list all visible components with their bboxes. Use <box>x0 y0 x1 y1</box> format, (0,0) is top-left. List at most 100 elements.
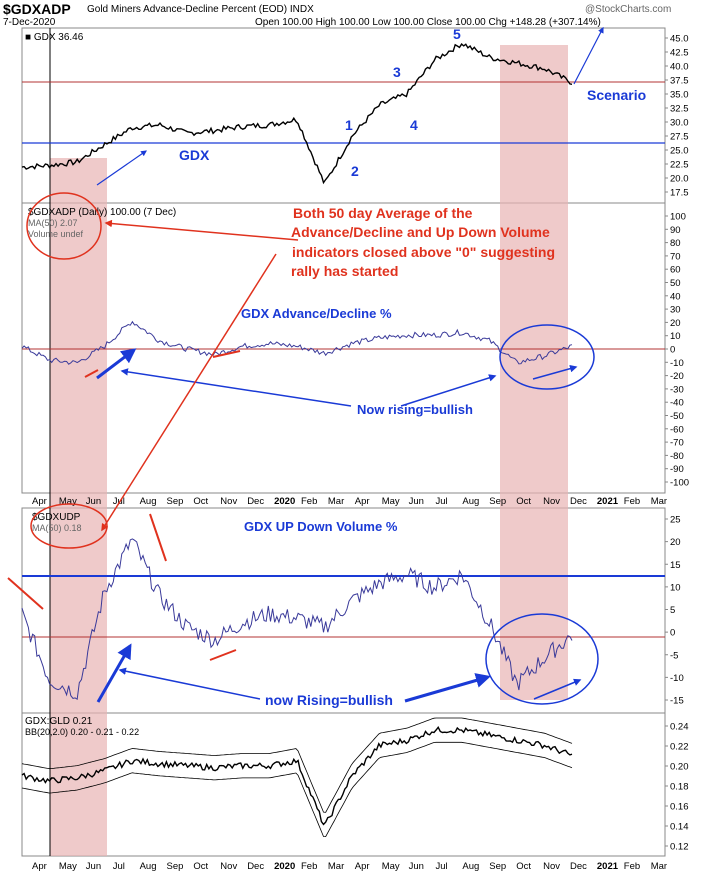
x-axis-label: Mar <box>651 861 667 872</box>
x-axis-label: Nov <box>543 861 560 872</box>
x-axis-label: Aug <box>140 861 157 872</box>
gdx-tick-label: 40.0 <box>670 62 689 73</box>
adv-tick-label: 20 <box>670 318 681 329</box>
bollinger-upper-band <box>21 717 573 813</box>
gdx-tick-label: 32.5 <box>670 104 689 115</box>
x-axis-label: Sep <box>489 496 506 507</box>
note-line-2: Advance/Decline and Up Down Volume <box>291 224 550 240</box>
x-axis-label: Apr <box>355 861 370 872</box>
adv-tick-label: 100 <box>670 212 686 223</box>
x-axis-label: Nov <box>220 496 237 507</box>
ratio-tick-label: 0.20 <box>670 762 689 773</box>
x-axis-label: Dec <box>570 496 587 507</box>
updown-red-slope-aug <box>149 513 167 562</box>
adv-axis-ticks: 1009080706050403020100-10-20-30-40-50-60… <box>665 212 689 489</box>
x-axis-label: Feb <box>624 861 640 872</box>
x-axis-label: Sep <box>167 861 184 872</box>
ratio-legend-bb: BB(20,2.0) 0.20 - 0.21 - 0.22 <box>25 727 139 737</box>
x-axis-label: Jul <box>436 496 448 507</box>
note-line-4: rally has started <box>291 263 398 279</box>
gdx-label: GDX <box>179 147 210 163</box>
adv-tick-label: -20 <box>670 371 684 382</box>
ratio-tick-label: 0.18 <box>670 782 689 793</box>
ratio-tick-label: 0.12 <box>670 842 689 853</box>
adv-tick-label: -50 <box>670 411 684 422</box>
chart-symbol: $GDXADP <box>3 1 71 17</box>
shade-zone-2019 <box>50 158 107 856</box>
adv-tick-label: 50 <box>670 278 681 289</box>
updown-red-mark-nov <box>209 649 237 661</box>
x-axis-label: May <box>382 496 400 507</box>
x-axis-label: Jun <box>86 861 101 872</box>
adv-red-mark-nov <box>212 350 241 358</box>
ratio-tick-label: 0.14 <box>670 822 689 833</box>
updown-tick-label: 25 <box>670 515 681 526</box>
ratio-tick-label: 0.24 <box>670 722 689 733</box>
updown-tick-label: 20 <box>670 537 681 548</box>
x-axis-label: Oct <box>516 861 531 872</box>
bollinger-lower-band <box>21 741 573 838</box>
x-axis-label: Jul <box>113 861 125 872</box>
adv-rising-circle <box>499 324 595 390</box>
x-axis-label: 2021 <box>597 861 619 872</box>
gdx-tick-label: 22.5 <box>670 160 689 171</box>
adv-panel-title: GDX Advance/Decline % <box>241 306 392 321</box>
wave-label-5: 5 <box>453 26 461 42</box>
gdx-tick-label: 30.0 <box>670 118 689 129</box>
x-axis-label: Apr <box>355 496 370 507</box>
updown-pointer-arrow-left <box>118 667 261 700</box>
adv-rising-arrow-2019 <box>96 348 137 380</box>
x-axis-label: Aug <box>462 861 479 872</box>
adv-tick-label: -90 <box>670 464 684 475</box>
adv-legend-circle <box>26 192 102 260</box>
x-axis-label: Oct <box>516 496 531 507</box>
x-axis-label: Dec <box>247 496 264 507</box>
x-axis-label: May <box>382 861 400 872</box>
ratio-tick-label: 0.16 <box>670 802 689 813</box>
adv-tick-label: 60 <box>670 265 681 276</box>
updown-axis-ticks: 25 20 15 10 5 0 -5 -10 -15 <box>665 515 684 707</box>
x-axis-label: May <box>59 861 77 872</box>
adv-tick-label: 10 <box>670 331 681 342</box>
x-axis-labels-bottom: Apr May Jun Jul Aug Sep Oct Nov Dec 2020 Feb Mar Apr… <box>32 861 667 872</box>
ratio-axis-ticks: 0.24 0.22 0.20 0.18 0.16 0.14 0.12 <box>665 722 689 853</box>
gdx-tick-label: 45.0 <box>670 34 689 45</box>
adv-tick-label: -70 <box>670 438 684 449</box>
updown-panel-frame <box>21 507 666 714</box>
adv-tick-label: 80 <box>670 238 681 249</box>
scenario-label: Scenario <box>587 87 646 103</box>
updown-legend-main: $GDXUDP <box>32 512 81 523</box>
adv-tick-label: -30 <box>670 384 684 395</box>
chart-name: Gold Miners Advance-Decline Percent (EOD… <box>87 4 314 15</box>
x-axis-label: Sep <box>489 861 506 872</box>
x-axis-label: Feb <box>301 861 317 872</box>
x-axis-label: 2020 <box>274 496 295 507</box>
adv-legend-ma: MA(50) 2.07 <box>28 218 78 228</box>
adv-red-mark-may <box>84 369 99 378</box>
updown-rising-arrow-2019 <box>96 643 132 703</box>
gdx-tick-label: 42.5 <box>670 48 689 59</box>
adv-rising-note: Now rising=bullish <box>357 402 473 417</box>
adv-tick-label: -60 <box>670 424 684 435</box>
adv-tick-label: -10 <box>670 358 684 369</box>
x-axis-label: Jun <box>409 861 424 872</box>
x-axis-label: 2021 <box>597 496 619 507</box>
gdx-tick-label: 20.0 <box>670 174 689 185</box>
gdx-trend-arrow <box>96 150 147 186</box>
ratio-panel-frame <box>21 712 666 857</box>
chart-date: 7-Dec-2020 <box>3 17 56 28</box>
x-axis-label: Dec <box>570 861 587 872</box>
gdx-gld-ratio-line <box>21 725 573 826</box>
x-axis-label: 2020 <box>274 861 295 872</box>
updown-rising-arrow-2020 <box>533 678 582 700</box>
x-axis-label: Sep <box>167 496 184 507</box>
wave-label-3: 3 <box>393 64 401 80</box>
gdx-price-line <box>21 43 573 185</box>
x-axis-label: Dec <box>247 861 264 872</box>
x-axis-label: Feb <box>301 496 317 507</box>
adv-tick-label: 90 <box>670 225 681 236</box>
updown-red-slope-apr <box>7 577 44 610</box>
ohlc-readout: Open 100.00 High 100.00 Low 100.00 Close… <box>255 17 601 28</box>
updown-rising-note: now Rising=bullish <box>265 692 393 708</box>
